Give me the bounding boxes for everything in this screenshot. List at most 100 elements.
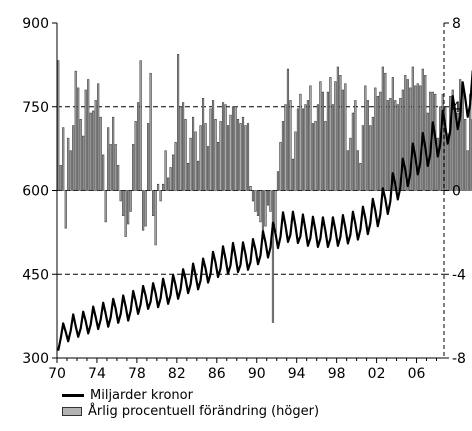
bar [80, 119, 82, 190]
bar [197, 161, 199, 190]
bar [315, 121, 317, 190]
left-tick-label: 750 [22, 100, 49, 116]
bar [205, 124, 207, 191]
bar [240, 124, 242, 191]
bar [245, 126, 247, 191]
bar [167, 178, 169, 191]
bar [192, 117, 194, 190]
bar [220, 121, 222, 190]
x-tick-label: 82 [168, 366, 186, 382]
bar [95, 100, 97, 190]
bar [120, 191, 122, 201]
bar [267, 191, 269, 206]
bar [360, 163, 362, 190]
bar [117, 165, 119, 190]
right-tick-label: -4 [452, 267, 466, 283]
bar [107, 128, 109, 191]
bar [67, 138, 69, 190]
bar [225, 105, 227, 191]
bar [322, 92, 324, 190]
bar [277, 172, 279, 191]
bar [307, 100, 309, 190]
bar [385, 73, 387, 190]
bar [127, 191, 129, 225]
x-tick-label: 98 [328, 366, 346, 382]
bar [260, 191, 262, 222]
bar [222, 103, 224, 191]
bar [272, 191, 274, 323]
bar [172, 155, 174, 191]
bar [187, 163, 189, 190]
bar [407, 80, 409, 191]
bar [137, 103, 139, 191]
bar [305, 105, 307, 191]
bar [467, 151, 469, 191]
bar [230, 115, 232, 190]
bar [160, 191, 162, 201]
left-tick-label: 300 [22, 351, 49, 367]
bar [252, 191, 254, 201]
bar [287, 69, 289, 190]
bar [115, 144, 117, 190]
bar [415, 86, 417, 191]
x-tick-label: 86 [208, 366, 226, 382]
bar [215, 119, 217, 190]
bar [237, 119, 239, 190]
bar [387, 100, 389, 190]
bar [145, 191, 147, 227]
bar [317, 105, 319, 191]
bar [190, 138, 192, 190]
bar [382, 67, 384, 191]
bar [82, 136, 84, 190]
bar [177, 54, 179, 190]
bar [130, 191, 132, 212]
bar [250, 186, 252, 190]
right-tick-label: 4 [452, 100, 461, 116]
bar [207, 147, 209, 191]
bar [112, 117, 114, 190]
right-tick-label: 0 [452, 184, 461, 200]
bar [312, 124, 314, 191]
legend-bar-label: Årlig procentuell förändring (höger) [88, 404, 319, 419]
bar [377, 96, 379, 190]
bar [62, 128, 64, 191]
bar [242, 117, 244, 190]
bar [77, 88, 79, 191]
x-tick-label: 70 [48, 366, 66, 382]
bar [370, 126, 372, 191]
bar [247, 124, 249, 191]
right-tick-label: 8 [452, 16, 461, 32]
bar [292, 159, 294, 190]
bar [155, 191, 157, 245]
bar [275, 191, 277, 233]
bar [227, 126, 229, 191]
bar [217, 142, 219, 190]
bar [105, 191, 107, 222]
bar [372, 117, 374, 190]
bar [340, 75, 342, 190]
bar [342, 90, 344, 191]
x-tick-label: 02 [368, 366, 386, 382]
bar [350, 138, 352, 190]
bar [150, 73, 152, 190]
bar [70, 151, 72, 191]
bar [110, 144, 112, 190]
bar [212, 100, 214, 190]
bar [365, 86, 367, 191]
legend-bar-swatch [62, 407, 82, 416]
bar [282, 121, 284, 190]
bar [270, 191, 272, 212]
bar [87, 80, 89, 191]
bar [327, 92, 329, 190]
bar [235, 107, 237, 191]
bar [85, 90, 87, 191]
bar [357, 151, 359, 191]
bar [257, 191, 259, 216]
bar [302, 109, 304, 191]
bar [345, 84, 347, 191]
bar [162, 184, 164, 190]
bar [157, 184, 159, 190]
bar [135, 121, 137, 190]
bar [100, 117, 102, 190]
bar [295, 132, 297, 191]
